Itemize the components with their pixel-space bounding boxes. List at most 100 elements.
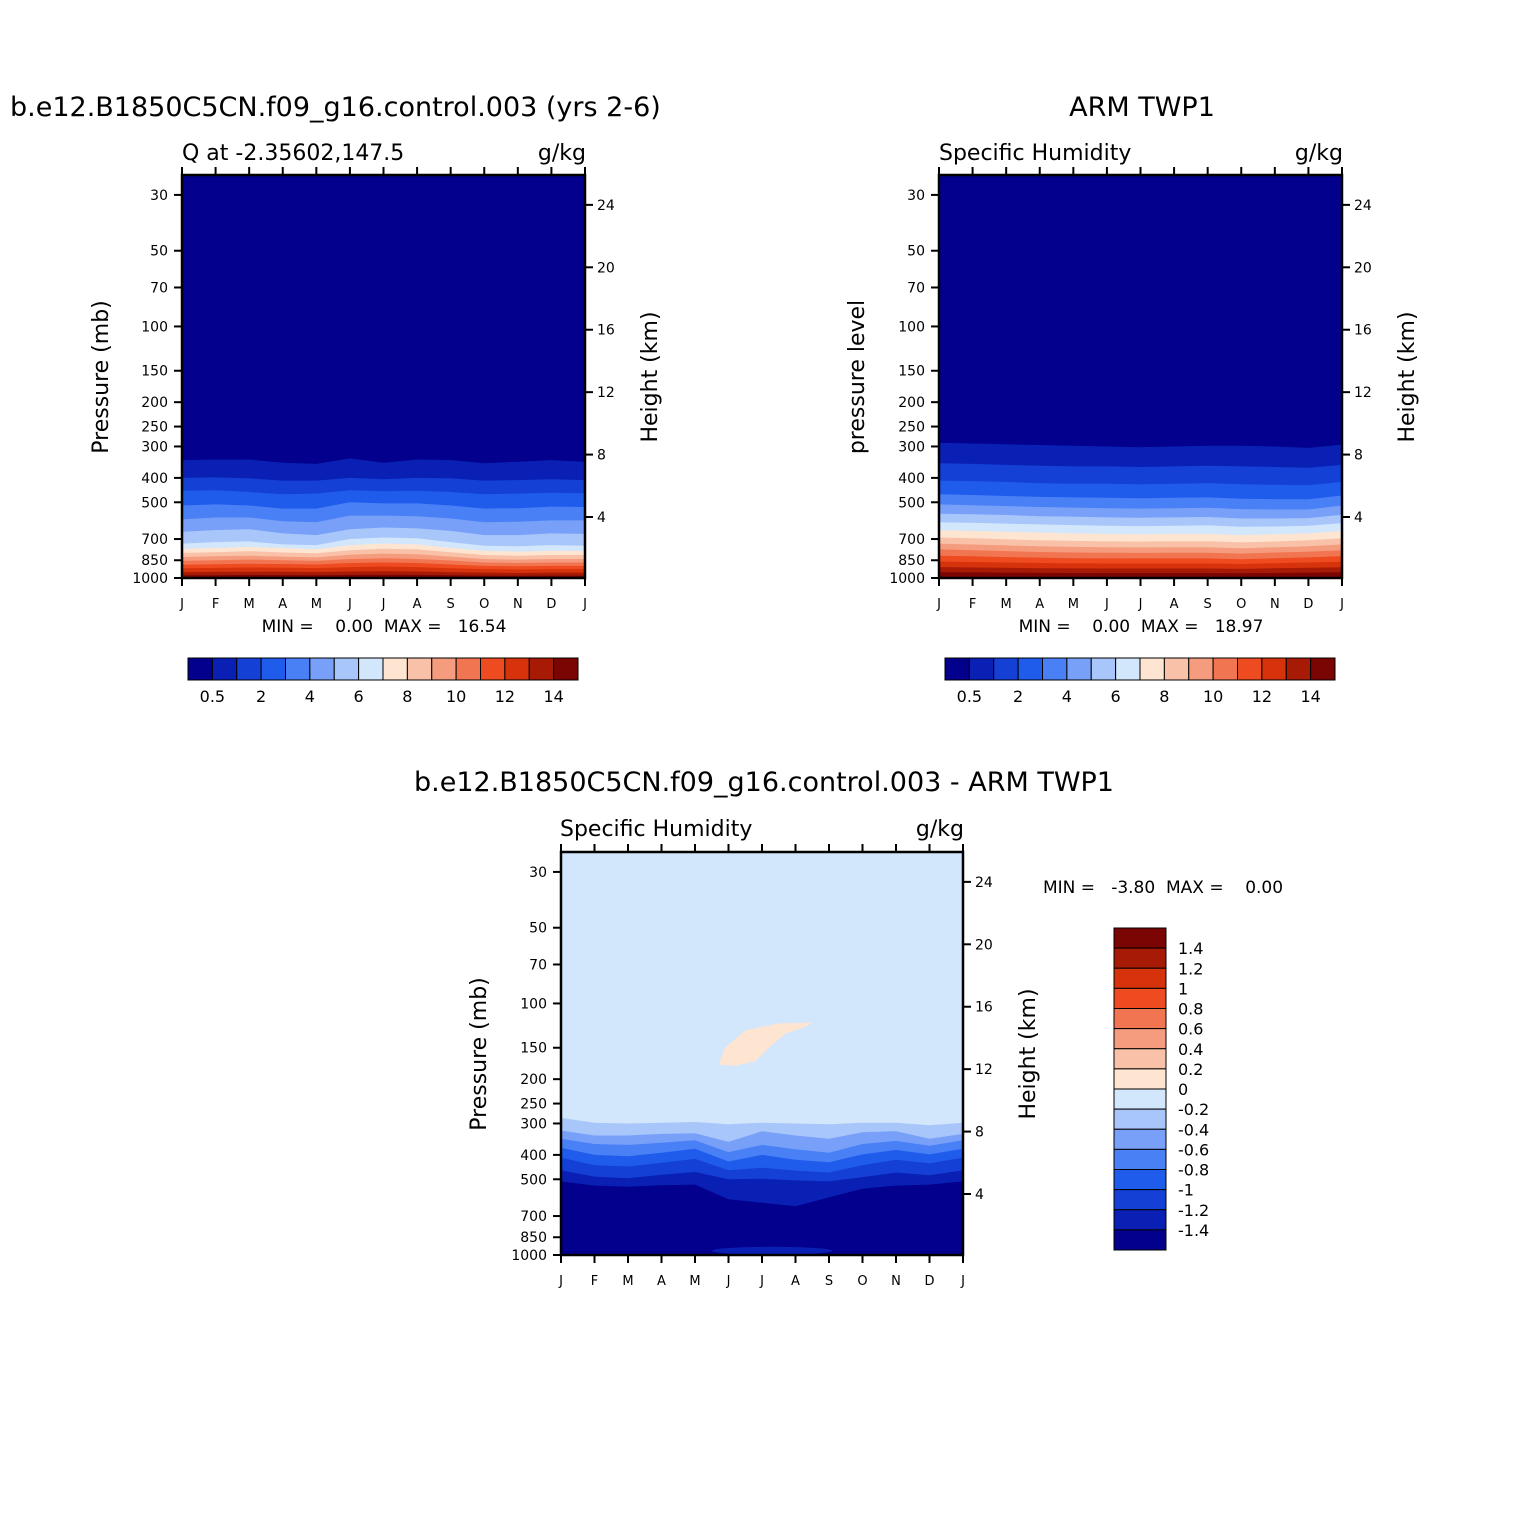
x-tick-label: D [924,1274,934,1289]
contour-feature [712,1246,833,1255]
y-tick-label: 50 [150,244,168,260]
colorbar: 0.5 2 4 6 8 10 12 14 [187,657,579,706]
y-tick-label: 500 [520,1172,547,1188]
x-tick-label: A [413,597,422,612]
colorbar-swatch [1113,1068,1167,1090]
colorbar-label: 14 [1300,687,1320,706]
y2-tick-label: 12 [1354,385,1372,401]
y-tick-label: 50 [907,244,925,260]
colorbar-swatch [1139,657,1165,681]
x-tick-label: M [689,1274,700,1289]
colorbar-label: 0.4 [1178,1040,1203,1059]
plot-area: 30 50 70 100 150 200 250 300 400 500 700 850 1000 4 8 1… [132,167,615,612]
y2-tick-label: 12 [597,385,615,401]
y-tick-label: 300 [141,439,168,455]
panel-title: b.e12.B1850C5CN.f09_g16.control.003 - AR… [414,767,1114,798]
y-tick-label: 250 [520,1097,547,1113]
y-axis-label: Pressure (mb) [467,977,492,1131]
y-tick-label: 700 [898,532,925,548]
y-tick-label: 250 [898,420,925,436]
y2-tick-label: 8 [1354,448,1363,464]
colorbar-swatch [285,657,311,681]
colorbar-swatch [1188,657,1214,681]
x-tick-label: F [591,1274,598,1289]
panel-title: b.e12.B1850C5CN.f09_g16.control.003 (yrs… [10,92,661,123]
x-tick-label: J [936,597,941,612]
y-tick-label: 400 [898,471,925,487]
y2-axis-label: Height (km) [638,311,663,442]
y2-tick-label: 20 [597,260,615,276]
colorbar-label: 10 [446,687,466,706]
colorbar-swatch [1066,657,1092,681]
colorbar-swatch [1113,967,1167,989]
colorbar-swatch [1113,1209,1167,1231]
y2-tick-label: 24 [597,198,615,214]
y-tick-label: 150 [898,364,925,380]
colorbar-swatch [480,657,506,681]
colorbar: 1.41.210.80.60.40.20-0.2-0.4-0.6-0.8-1-1… [1113,927,1209,1251]
colorbar-swatch [944,657,970,681]
model-panel: b.e12.B1850C5CN.f09_g16.control.003 (yrs… [10,92,663,706]
colorbar-label: 4 [305,687,315,706]
colorbar-swatch [1113,1229,1167,1251]
panel-subtitle-left: Specific Humidity [939,141,1131,166]
colorbar-swatch [187,657,213,681]
colorbar-swatch [553,657,579,681]
x-tick-label: J [558,1274,563,1289]
x-tick-label: S [1204,597,1212,612]
y-tick-label: 100 [898,319,925,335]
y-tick-label: 500 [141,495,168,511]
colorbar-label: 12 [495,687,515,706]
colorbar-swatch [1113,1108,1167,1130]
y-tick-label: 200 [141,395,168,411]
colorbar-swatch [1113,1008,1167,1030]
colorbar-label: 0.6 [1178,1020,1203,1039]
y2-tick-label: 20 [975,937,993,953]
y2-tick-label: 8 [975,1125,984,1141]
y-tick-label: 300 [520,1116,547,1132]
y-tick-label: 850 [141,553,168,569]
y-tick-label: 1000 [889,571,925,587]
colorbar-swatch [236,657,262,681]
panel-subtitle-right: g/kg [916,817,964,842]
colorbar-label: -0.2 [1178,1100,1209,1119]
y-tick-label: 150 [141,364,168,380]
colorbar-label: -0.6 [1178,1140,1209,1159]
y-tick-label: 200 [898,395,925,411]
x-tick-label: S [825,1274,833,1289]
x-tick-label: J [726,1274,731,1289]
colorbar-label: 6 [354,687,364,706]
y-tick-label: 70 [907,280,925,296]
x-tick-label: A [1035,597,1044,612]
x-tick-label: O [1236,597,1246,612]
colorbar-swatch [1113,1148,1167,1170]
plot-area: 30 50 70 100 150 200 250 300 400 500 700 850 1000 4 8 1… [511,844,993,1289]
colorbar-label: -1.4 [1178,1221,1209,1240]
x-tick-label: F [969,597,976,612]
x-tick-label: S [447,597,455,612]
x-tick-label: J [1339,597,1344,612]
x-tick-label: N [513,597,523,612]
colorbar-label: -0.8 [1178,1161,1209,1180]
colorbar-swatch [1237,657,1263,681]
y-tick-label: 1000 [132,571,168,587]
panel-subtitle-right: g/kg [538,141,586,166]
x-tick-label: A [278,597,287,612]
panel-subtitle-left: Specific Humidity [560,817,752,842]
colorbar-swatch [1042,657,1068,681]
x-tick-label: M [1068,597,1079,612]
min-max-text: MIN = -3.80 MAX = 0.00 [1043,878,1283,898]
x-tick-label: M [622,1274,633,1289]
min-max-text: MIN = 0.00 MAX = 16.54 [262,617,507,637]
x-tick-label: M [244,597,255,612]
colorbar-swatch [455,657,481,681]
y-tick-label: 400 [141,471,168,487]
x-tick-label: N [891,1274,901,1289]
y2-tick-label: 16 [975,1000,993,1016]
colorbar-swatch [993,657,1019,681]
contour-fills [939,175,1342,578]
y-tick-label: 700 [141,532,168,548]
colorbar-label: 4 [1062,687,1072,706]
y-tick-label: 700 [520,1209,547,1225]
colorbar-label: 2 [256,687,266,706]
